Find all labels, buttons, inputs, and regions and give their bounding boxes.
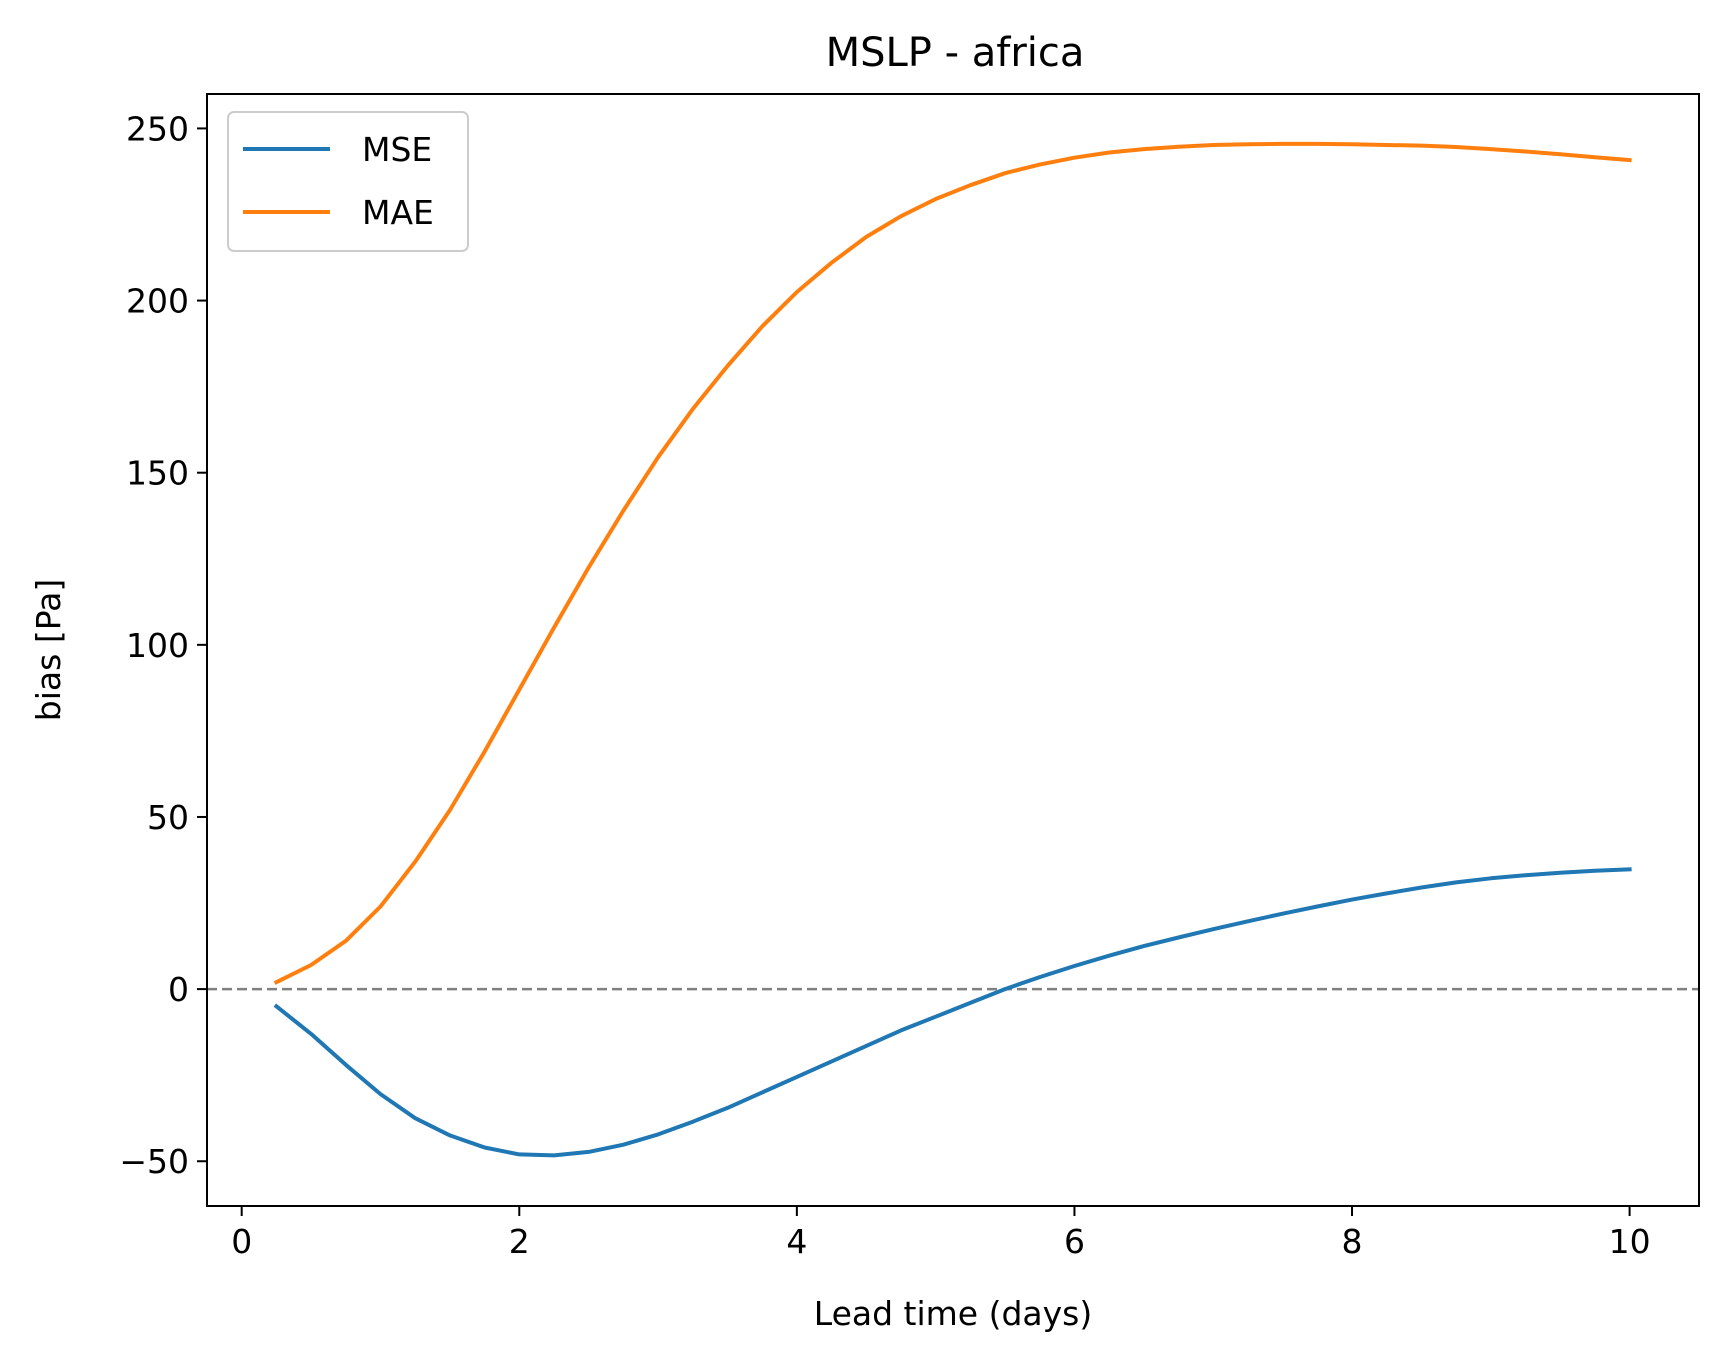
y-tick-label: 150 <box>126 454 189 493</box>
x-tick-label: 6 <box>1064 1222 1085 1261</box>
legend: MSE MAE <box>227 111 469 252</box>
y-tick-label: 200 <box>126 282 189 321</box>
chart-title: MSLP - africa <box>826 30 1085 76</box>
x-tick-label: 10 <box>1609 1222 1651 1261</box>
x-tick-label: 4 <box>786 1222 807 1261</box>
x-tick-label: 2 <box>509 1222 530 1261</box>
legend-label-mae: MAE <box>362 193 434 232</box>
y-tick-label: 250 <box>126 109 189 148</box>
series-line-mae <box>273 141 1632 985</box>
legend-box <box>227 111 469 252</box>
y-axis-label: bias [Pa] <box>29 579 68 721</box>
axes-frame <box>206 93 1700 1207</box>
x-tick-label: 8 <box>1342 1222 1363 1261</box>
x-tick-label: 0 <box>231 1222 252 1261</box>
y-tick-label: 0 <box>168 970 189 1009</box>
series-line-mse <box>273 867 1632 1158</box>
y-tick-label: 100 <box>126 626 189 665</box>
y-tick-label: −50 <box>119 1142 189 1181</box>
y-axis: −50 0 50 100 150 200 250 <box>119 109 207 1181</box>
legend-label-mse: MSE <box>362 130 432 169</box>
x-axis: 0 2 4 6 8 10 <box>231 1206 1651 1261</box>
x-axis-label: Lead time (days) <box>814 1294 1092 1333</box>
y-tick-label: 50 <box>147 798 189 837</box>
plot-area <box>207 141 1699 1158</box>
